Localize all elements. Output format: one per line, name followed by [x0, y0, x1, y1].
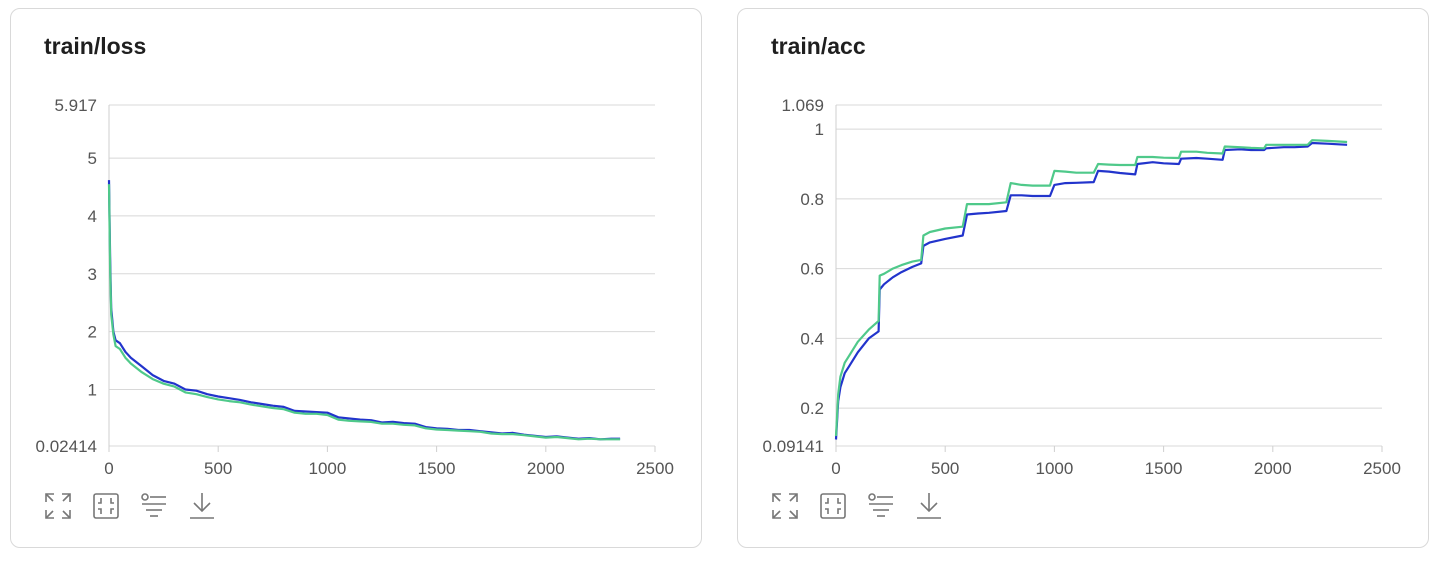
download-icon — [190, 493, 214, 519]
fit-icon — [93, 493, 119, 519]
fit-button[interactable] — [89, 489, 123, 523]
series-line-0 — [834, 141, 1348, 440]
series-line-1 — [107, 184, 621, 441]
x-tick-label: 1000 — [308, 459, 346, 478]
x-tick-label: 2000 — [527, 459, 565, 478]
expand-button[interactable] — [41, 489, 75, 523]
expand-icon — [45, 493, 71, 519]
chart-plot-area: 0.09141 0.2 0.4 0.6 0.8 1 1.069 0 500 1000 1500 200… — [763, 96, 1401, 478]
chart-title: train/loss — [44, 33, 147, 59]
x-tick-label: 0 — [831, 459, 840, 478]
filter-button[interactable] — [137, 489, 171, 523]
chart-plot-area: 0.02414 1 2 3 4 5 5.917 0 500 1000 1500 2000 2500 — [36, 96, 674, 478]
download-button[interactable] — [912, 489, 946, 523]
y-tick-label: 1 — [88, 381, 97, 400]
y-tick-label: 3 — [88, 265, 97, 284]
y-tick-label: 5.917 — [54, 96, 97, 115]
y-tick-label: 0.02414 — [36, 437, 97, 456]
x-tick-label: 1000 — [1035, 459, 1073, 478]
fit-icon — [820, 493, 846, 519]
x-tick-label: 1500 — [418, 459, 456, 478]
filter-icon — [141, 493, 166, 517]
chart-card-loss: train/loss 0.02414 1 2 3 4 5 5.917 0 500 1000 1500… — [10, 8, 702, 548]
chart-title: train/acc — [771, 33, 866, 59]
y-tick-label: 1 — [815, 120, 824, 139]
y-tick-label: 0.4 — [800, 329, 824, 348]
y-tick-label: 2 — [88, 323, 97, 342]
x-tick-label: 1500 — [1145, 459, 1183, 478]
chart-card-acc: train/acc 0.09141 0.2 0.4 0.6 0.8 1 1.069 0 500 1… — [737, 8, 1429, 548]
expand-button[interactable] — [768, 489, 802, 523]
series-line-1 — [834, 139, 1348, 437]
fit-button[interactable] — [816, 489, 850, 523]
x-tick-label: 2000 — [1254, 459, 1292, 478]
x-tick-label: 0 — [104, 459, 113, 478]
x-tick-label: 2500 — [1363, 459, 1401, 478]
y-tick-label: 5 — [88, 149, 97, 168]
series-line-0 — [107, 180, 621, 441]
y-tick-label: 0.8 — [800, 190, 824, 209]
download-button[interactable] — [185, 489, 219, 523]
y-tick-label: 0.6 — [800, 260, 824, 279]
y-tick-label: 1.069 — [781, 96, 824, 115]
x-tick-label: 2500 — [636, 459, 674, 478]
x-tick-label: 500 — [204, 459, 232, 478]
filter-button[interactable] — [864, 489, 898, 523]
y-tick-label: 0.2 — [800, 399, 824, 418]
x-tick-label: 500 — [931, 459, 959, 478]
y-tick-label: 4 — [88, 207, 97, 226]
y-tick-label: 0.09141 — [763, 437, 824, 456]
download-icon — [917, 493, 941, 519]
expand-icon — [772, 493, 798, 519]
filter-icon — [868, 493, 893, 517]
